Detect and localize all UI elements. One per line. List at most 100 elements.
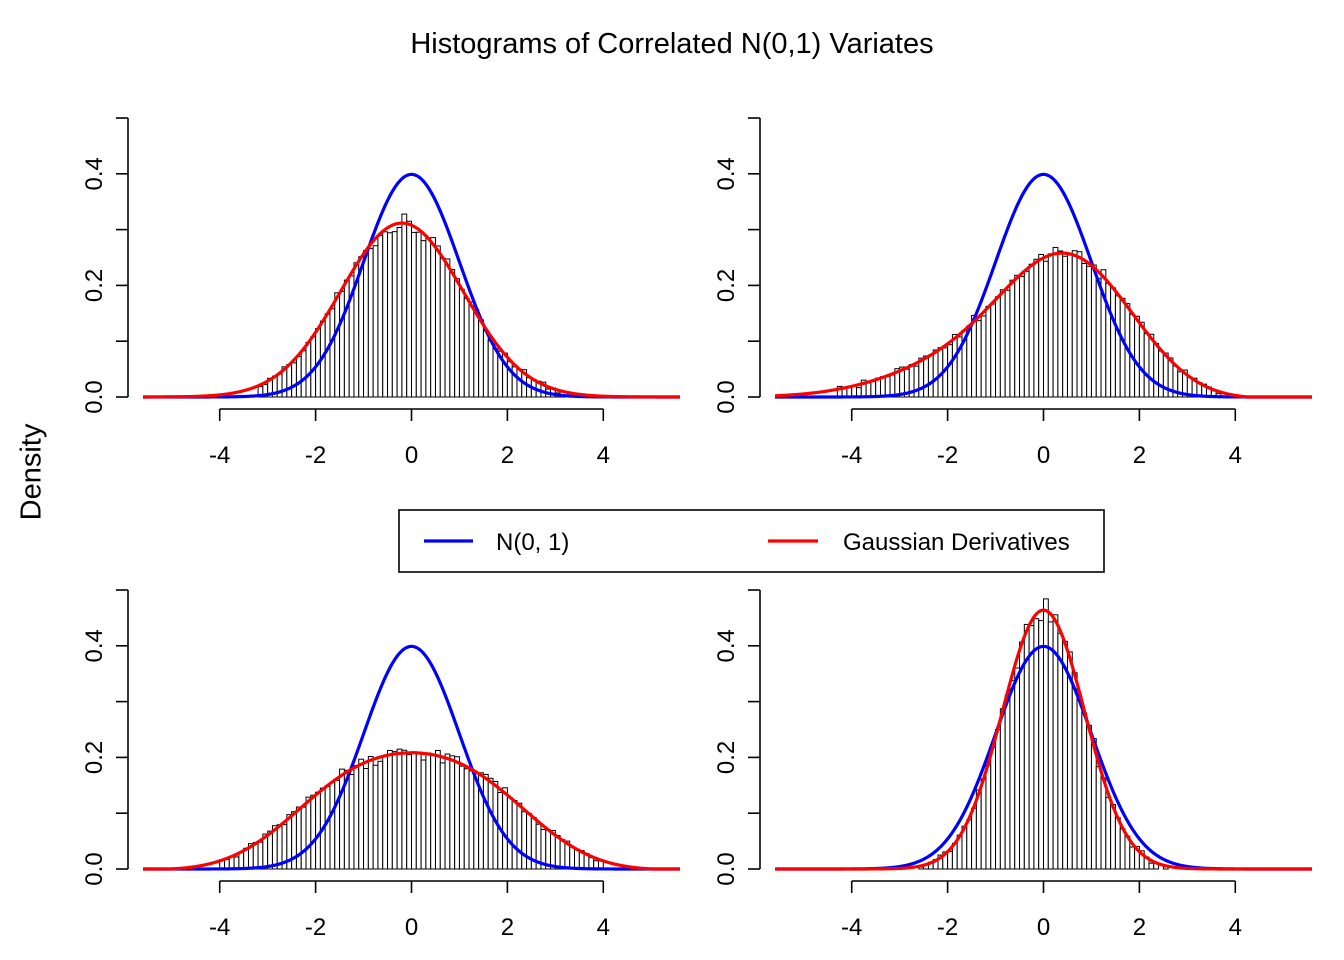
x-tick-label: 0 [1037,914,1050,941]
y-tick-label: 0.2 [81,269,108,302]
histogram-bar [487,777,494,870]
y-tick-label: 0.4 [713,157,740,190]
histogram-bar [439,762,446,870]
histogram-bar [401,213,408,398]
histogram-bar [1004,289,1011,398]
histogram-bar [482,773,489,870]
histogram-bar [406,220,412,398]
histogram-bar [1086,265,1092,398]
histogram-bar [358,758,365,870]
y-tick-label: 0.0 [81,852,108,885]
x-tick-label: 2 [501,914,514,941]
histogram-bar [363,768,369,870]
histogram-bar [430,237,436,398]
histogram-bar [1095,766,1102,870]
histogram-bar [295,355,302,398]
histogram-bar [415,231,422,398]
histogram-bar [463,768,470,870]
y-tick-label: 0.4 [81,157,108,190]
histogram-bar [951,333,958,398]
histogram-bar [430,754,436,870]
y-tick-label: 0.0 [713,852,740,885]
histogram-bar [985,305,992,398]
histogram-bar [1028,625,1035,870]
histogram-bar [411,751,417,870]
histogram-bar [401,749,408,870]
histogram-bar [884,375,891,398]
histogram-bar [363,250,369,398]
histogram-bar [324,313,331,398]
histogram-bar [257,841,264,870]
legend-label: N(0, 1) [496,529,569,556]
histogram-bar [420,240,427,398]
histogram-bar [343,279,350,398]
x-tick-label: -4 [209,914,230,941]
histogram-bar [1081,263,1088,398]
histogram-bar [990,746,997,870]
normal-density-curve [143,644,680,871]
histogram-bar [927,354,934,398]
histogram-bar [458,765,465,870]
y-tick-label: 0.2 [81,741,108,774]
histogram-bar [487,340,494,398]
x-tick-label: -2 [305,442,326,469]
histogram-bar [1153,343,1160,398]
histogram-bar [923,355,929,398]
histogram-bar [300,806,307,870]
legend-box [398,509,1105,573]
y-tick-label: 0.4 [81,629,108,662]
legend: N(0, 1) Gaussian Derivatives [398,509,1105,573]
histogram-bar [947,344,953,398]
histogram-bar [1119,297,1126,398]
histogram-bar [468,770,475,870]
histogram-bar [1043,598,1049,870]
histogram-bar [1110,287,1116,398]
histogram-bar [1052,246,1059,398]
histogram-bar [1090,738,1097,870]
histogram-bar [990,303,997,398]
histogram-bar [1047,253,1054,398]
histogram-bar [439,257,446,398]
histogram-bar [1119,828,1126,870]
chart-title: Histograms of Correlated N(0,1) Variates [410,28,934,60]
histogram-bar [444,258,451,398]
histogram-bar [995,729,1001,870]
histogram-bar [1057,250,1064,398]
histogram-bar [324,785,331,870]
histogram-bar [1019,641,1025,870]
histogram-bar [1019,275,1025,398]
histogram-bar [449,755,456,870]
histogram-bar [1057,632,1064,870]
histogram-bar [985,764,992,870]
histogram-bar [1081,712,1088,870]
histogram-bar [454,756,460,870]
histogram-bar [291,362,297,398]
x-tick-label: 0 [1037,442,1050,469]
histogram-bar [387,749,393,870]
histogram-bar [286,364,293,398]
histogram-bar [377,234,384,398]
histogram-bar [870,381,877,398]
histogram-bar [1134,315,1140,398]
histogram-bar [411,231,417,398]
histogram-bar [1033,618,1040,870]
histogram-bar [947,850,953,870]
histogram-bar [425,237,432,398]
histogram-bar [975,320,982,398]
histogram-bar [406,754,412,870]
gaussian-derivatives-curve [774,251,1312,399]
histogram-bar [1100,777,1107,870]
histogram-bar [434,245,441,398]
histogram-bar [415,751,422,870]
y-tick-label: 0.2 [713,269,740,302]
histogram-bar [458,288,465,398]
y-tick-label: 0.4 [713,629,740,662]
histogram-bar [1004,695,1011,870]
normal-density-curve [775,172,1312,399]
histogram-bar [1014,667,1021,870]
histogram-panel-top-left: 0.0 0.2 0.4 -4 -2 0 2 4 [81,117,680,469]
histogram-bar [1043,260,1049,398]
x-tick-label: 4 [1229,442,1242,469]
histogram-bar [449,269,456,398]
